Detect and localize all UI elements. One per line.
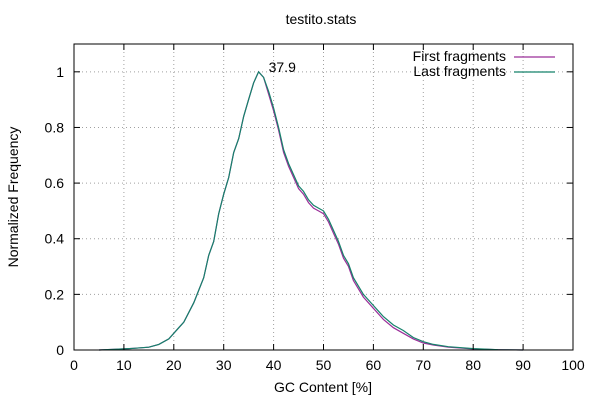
x-tick-label: 20 [166, 357, 182, 373]
peak-annotation: 37.9 [269, 59, 296, 75]
legend: First fragments Last fragments [413, 48, 555, 79]
chart-title: testito.stats [286, 11, 357, 27]
x-tick-label: 80 [465, 357, 481, 373]
series-line-last-fragments [98, 70, 524, 351]
y-tick-label: 0 [56, 342, 64, 358]
grid [74, 44, 573, 350]
x-tick-label: 0 [70, 357, 78, 373]
x-tick-label: 90 [515, 357, 531, 373]
series-line-first-fragments [98, 70, 524, 351]
x-tick-label: 30 [216, 357, 232, 373]
y-tick-label: 1 [56, 64, 64, 80]
y-tick-label: 0.6 [45, 175, 65, 191]
y-tick-label: 0.2 [45, 286, 65, 302]
axis-ticks: 0 10 20 30 40 50 60 70 80 90 100 0 0.2 0.4 0.6 0.8 1 [45, 44, 585, 373]
series-lines [98, 70, 524, 351]
y-tick-label: 0.4 [45, 231, 65, 247]
legend-label-last-fragments: Last fragments [413, 63, 506, 79]
x-axis-label: GC Content [%] [274, 379, 372, 395]
x-tick-label: 50 [316, 357, 332, 373]
x-tick-label: 60 [366, 357, 382, 373]
x-tick-label: 70 [416, 357, 432, 373]
y-tick-label: 0.8 [45, 119, 65, 135]
y-axis-label: Normalized Frequency [5, 127, 21, 268]
x-tick-label: 100 [561, 357, 585, 373]
x-tick-label: 10 [116, 357, 132, 373]
legend-label-first-fragments: First fragments [413, 48, 506, 64]
x-tick-label: 40 [266, 357, 282, 373]
